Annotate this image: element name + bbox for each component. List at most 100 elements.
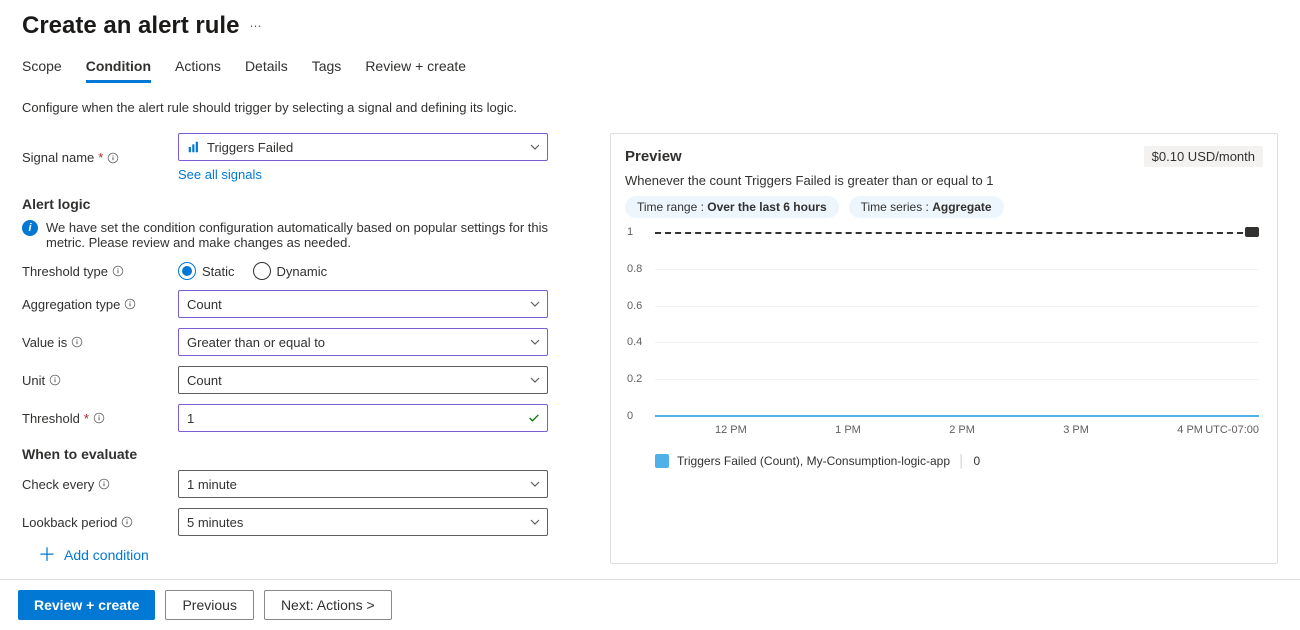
radio-label: Dynamic	[277, 264, 328, 279]
chart-xaxis: 12 PM 1 PM 2 PM 3 PM 4 PM	[655, 424, 1259, 436]
info-icon: i	[22, 220, 38, 236]
alert-logic-heading: Alert logic	[22, 196, 562, 212]
lookback-select[interactable]: 5 minutes	[178, 508, 548, 536]
chevron-down-icon	[529, 374, 541, 386]
aggregation-type-select[interactable]: Count	[178, 290, 548, 318]
threshold-type-dynamic-radio[interactable]: Dynamic	[253, 262, 328, 280]
previous-button[interactable]: Previous	[165, 590, 253, 620]
threshold-value: 1	[187, 411, 194, 426]
tab-review[interactable]: Review + create	[365, 54, 466, 82]
value-is-select[interactable]: Greater than or equal to	[178, 328, 548, 356]
legend-value: 0	[974, 454, 981, 468]
preview-heading: Preview	[625, 148, 682, 165]
threshold-input[interactable]: 1	[178, 404, 548, 432]
threshold-label: Threshold	[22, 411, 80, 426]
threshold-line	[655, 232, 1243, 234]
preview-description: Whenever the count Triggers Failed is gr…	[625, 173, 1263, 188]
signal-name-label: Signal name	[22, 150, 94, 165]
chevron-down-icon	[529, 516, 541, 528]
signal-name-value: Triggers Failed	[207, 140, 293, 155]
tab-condition[interactable]: Condition	[86, 54, 151, 83]
preview-panel: Preview $0.10 USD/month Whenever the cou…	[610, 133, 1278, 564]
chart-xtick: 2 PM	[949, 424, 975, 436]
info-icon[interactable]	[121, 516, 133, 528]
when-to-evaluate-heading: When to evaluate	[22, 446, 562, 462]
legend-label: Triggers Failed (Count), My-Consumption-…	[677, 454, 950, 468]
legend-swatch	[655, 454, 669, 468]
tab-actions[interactable]: Actions	[175, 54, 221, 82]
metric-icon	[187, 140, 201, 154]
time-range-pill[interactable]: Time range : Over the last 6 hours	[625, 196, 839, 218]
info-icon[interactable]	[112, 265, 124, 277]
radio-label: Static	[202, 264, 235, 279]
check-every-label: Check every	[22, 477, 94, 492]
chevron-down-icon	[529, 141, 541, 153]
time-series-pill[interactable]: Time series : Aggregate	[849, 196, 1004, 218]
info-icon[interactable]	[107, 152, 119, 164]
chart-ytick: 0.8	[627, 263, 642, 275]
pill-label: Time range :	[637, 200, 707, 214]
lookback-label: Lookback period	[22, 515, 117, 530]
chevron-down-icon	[529, 478, 541, 490]
add-condition-label: Add condition	[64, 547, 149, 563]
threshold-type-label: Threshold type	[22, 264, 108, 279]
check-every-select[interactable]: 1 minute	[178, 470, 548, 498]
signal-name-select[interactable]: Triggers Failed	[178, 133, 548, 161]
chart-xtick: 1 PM	[835, 424, 861, 436]
tab-details[interactable]: Details	[245, 54, 288, 82]
preview-chart: 00.20.40.60.8112 PM1 PM2 PM3 PM4 PMUTC-0…	[655, 226, 1259, 436]
see-all-signals-link[interactable]: See all signals	[178, 167, 262, 182]
pill-value: Over the last 6 hours	[707, 200, 826, 214]
chart-xtick: 4 PM	[1177, 424, 1203, 436]
tab-tags[interactable]: Tags	[312, 54, 342, 82]
unit-value: Count	[187, 373, 222, 388]
threshold-type-static-radio[interactable]: Static	[178, 262, 235, 280]
chevron-down-icon	[529, 336, 541, 348]
pill-value: Aggregate	[932, 200, 991, 214]
chart-ytick: 0.4	[627, 336, 642, 348]
info-icon[interactable]	[93, 412, 105, 424]
threshold-line-tooltip-icon	[1245, 227, 1259, 237]
info-icon[interactable]	[49, 374, 61, 386]
more-menu-icon[interactable]: ⋯	[249, 19, 263, 33]
chart-ytick: 0.6	[627, 300, 642, 312]
aggregation-type-value: Count	[187, 297, 222, 312]
legend-separator: │	[958, 454, 966, 468]
chart-xtick: 12 PM	[715, 424, 747, 436]
unit-select[interactable]: Count	[178, 366, 548, 394]
footer-actions: Review + create Previous Next: Actions >	[0, 579, 1300, 630]
chart-timezone: UTC-07:00	[1205, 424, 1259, 436]
review-create-button[interactable]: Review + create	[18, 590, 155, 620]
info-banner: i We have set the condition configuratio…	[22, 220, 562, 250]
chevron-down-icon	[529, 298, 541, 310]
required-indicator: *	[98, 150, 103, 165]
pill-label: Time series :	[861, 200, 933, 214]
lookback-value: 5 minutes	[187, 515, 243, 530]
chart-series-line	[655, 415, 1259, 417]
info-text: We have set the condition configuration …	[46, 220, 562, 250]
aggregation-type-label: Aggregation type	[22, 297, 120, 312]
info-icon[interactable]	[124, 298, 136, 310]
chart-ytick: 1	[627, 226, 633, 238]
required-indicator: *	[84, 411, 89, 426]
unit-label: Unit	[22, 373, 45, 388]
chart-legend: Triggers Failed (Count), My-Consumption-…	[655, 454, 1263, 468]
chart-ytick: 0	[627, 410, 633, 422]
value-is-label: Value is	[22, 335, 67, 350]
plus-icon: ＋	[38, 546, 56, 564]
page-title: Create an alert rule	[22, 12, 239, 40]
checkmark-icon	[527, 411, 541, 425]
info-icon[interactable]	[98, 478, 110, 490]
tab-scope[interactable]: Scope	[22, 54, 62, 82]
info-icon[interactable]	[71, 336, 83, 348]
condition-form: Signal name * Triggers Failed	[22, 133, 562, 564]
value-is-value: Greater than or equal to	[187, 335, 325, 350]
cost-badge: $0.10 USD/month	[1144, 146, 1263, 167]
page-description: Configure when the alert rule should tri…	[22, 100, 1278, 115]
check-every-value: 1 minute	[187, 477, 237, 492]
chart-xtick: 3 PM	[1063, 424, 1089, 436]
chart-ytick: 0.2	[627, 373, 642, 385]
next-actions-button[interactable]: Next: Actions >	[264, 590, 392, 620]
tabs: Scope Condition Actions Details Tags Rev…	[22, 54, 1278, 82]
add-condition-button[interactable]: ＋ Add condition	[22, 546, 562, 564]
